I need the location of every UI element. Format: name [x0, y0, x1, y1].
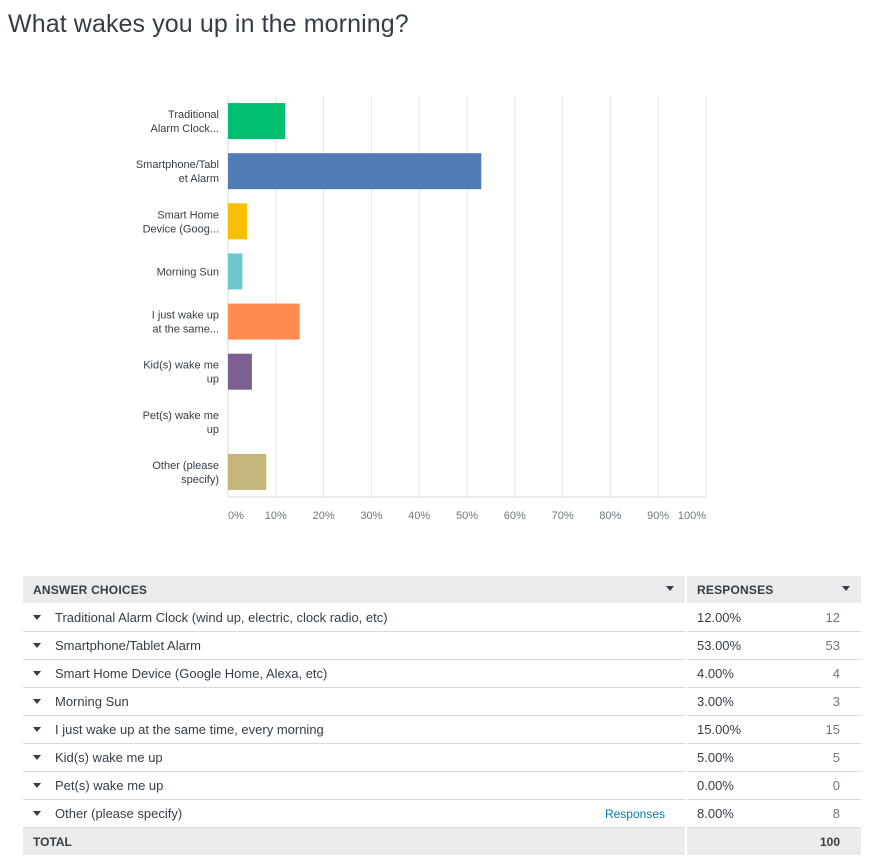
x-tick-label: 40%	[408, 510, 430, 522]
category-label: Traditional	[168, 109, 219, 121]
category-label: et Alarm	[179, 173, 219, 185]
bar[interactable]	[228, 253, 243, 290]
expand-caret-icon[interactable]	[33, 671, 41, 677]
responses-header-label: RESPONSES	[697, 582, 774, 597]
x-tick-label: 20%	[313, 510, 335, 522]
x-tick-label: 10%	[265, 510, 287, 522]
answer-choice-label: Kid(s) wake me up	[55, 750, 163, 765]
response-count: 15	[787, 715, 861, 744]
bar[interactable]	[228, 203, 248, 240]
table-row: Other (please specify) Responses 8.00% 8	[23, 799, 861, 828]
answer-choice-label: Pet(s) wake me up	[55, 778, 164, 793]
category-label: up	[207, 374, 219, 386]
response-percent: 3.00%	[685, 687, 787, 716]
expand-caret-icon[interactable]	[33, 783, 41, 789]
expand-caret-icon[interactable]	[33, 727, 41, 733]
category-label: Pet(s) wake me	[143, 410, 219, 422]
bar[interactable]	[228, 303, 300, 340]
response-bar-chart: 0% 10% 20% 30% 40% 50% 60% 70% 80% 90% 100% Traditi…	[136, 96, 707, 522]
x-tick-label: 100%	[678, 510, 706, 522]
question-title: What wakes you up in the morning?	[8, 10, 409, 38]
response-count: 3	[787, 687, 861, 716]
bar[interactable]	[228, 103, 286, 140]
answer-choice-cell: Smart Home Device (Google Home, Alexa, e…	[23, 659, 686, 688]
category-label: Morning Sun	[157, 266, 219, 278]
answer-choices-header-label: ANSWER CHOICES	[33, 582, 148, 597]
sort-caret-icon[interactable]	[842, 585, 850, 591]
total-row: TOTAL 100	[23, 827, 861, 855]
answer-choice-cell: Kid(s) wake me up	[23, 743, 686, 772]
response-percent: 12.00%	[685, 603, 787, 632]
results-table-body: Traditional Alarm Clock (wind up, electr…	[23, 603, 861, 828]
response-count: 53	[787, 631, 861, 660]
category-label: Alarm Clock...	[151, 123, 219, 135]
x-tick-label: 0%	[228, 510, 244, 522]
response-percent: 8.00%	[685, 799, 787, 828]
responses-header[interactable]: RESPONSES	[686, 576, 861, 604]
category-label: Other (please	[152, 460, 219, 472]
answer-choice-cell: Morning Sun	[23, 687, 686, 716]
responses-link[interactable]: Responses	[604, 806, 665, 821]
category-label: at the same...	[152, 324, 219, 336]
answer-choice-label: Smartphone/Tablet Alarm	[55, 638, 201, 653]
category-label: specify)	[181, 474, 219, 486]
response-percent: 4.00%	[685, 659, 787, 688]
x-tick-label: 50%	[456, 510, 478, 522]
category-label: up	[207, 424, 219, 436]
x-tick-label: 60%	[504, 510, 526, 522]
answer-choice-label: I just wake up at the same time, every m…	[55, 722, 324, 737]
category-label: Smartphone/Tabl	[136, 159, 219, 171]
answer-choices-header[interactable]: ANSWER CHOICES	[23, 576, 687, 604]
table-header-row: ANSWER CHOICES RESPONSES	[23, 576, 861, 604]
response-count: 5	[787, 743, 861, 772]
category-label: Kid(s) wake me	[143, 360, 219, 372]
table-row: Morning Sun 3.00% 3	[23, 687, 861, 716]
table-row: I just wake up at the same time, every m…	[23, 715, 861, 744]
sort-caret-icon[interactable]	[666, 585, 674, 591]
answer-choice-label: Other (please specify)	[55, 806, 183, 821]
answer-choice-label: Morning Sun	[55, 694, 129, 709]
category-label: I just wake up	[152, 310, 219, 322]
answer-choice-label: Smart Home Device (Google Home, Alexa, e…	[55, 666, 328, 681]
results-table: ANSWER CHOICES RESPONSES Traditional Ala…	[23, 576, 861, 855]
table-row: Smartphone/Tablet Alarm 53.00% 53	[23, 631, 861, 660]
response-count: 8	[787, 799, 861, 828]
x-tick-label: 80%	[599, 510, 621, 522]
total-count: 100	[787, 827, 861, 855]
answer-choice-cell: Other (please specify) Responses	[23, 799, 686, 828]
x-tick-label: 90%	[647, 510, 669, 522]
response-percent: 15.00%	[685, 715, 787, 744]
table-row: Kid(s) wake me up 5.00% 5	[23, 743, 861, 772]
answer-choice-cell: Smartphone/Tablet Alarm	[23, 631, 686, 660]
response-percent: 0.00%	[685, 771, 787, 800]
table-row: Pet(s) wake me up 0.00% 0	[23, 771, 861, 800]
answer-choice-cell: Pet(s) wake me up	[23, 771, 686, 800]
table-row: Traditional Alarm Clock (wind up, electr…	[23, 603, 861, 632]
total-percent	[685, 827, 787, 855]
expand-caret-icon[interactable]	[33, 755, 41, 761]
table-row: Smart Home Device (Google Home, Alexa, e…	[23, 659, 861, 688]
expand-caret-icon[interactable]	[33, 615, 41, 621]
bar[interactable]	[228, 153, 482, 190]
response-percent: 5.00%	[685, 743, 787, 772]
category-label: Device (Goog...	[143, 223, 219, 235]
expand-caret-icon[interactable]	[33, 643, 41, 649]
category-label: Smart Home	[157, 209, 219, 221]
response-count: 12	[787, 603, 861, 632]
bar[interactable]	[228, 353, 252, 390]
response-count: 4	[787, 659, 861, 688]
expand-caret-icon[interactable]	[33, 811, 41, 817]
response-percent: 53.00%	[685, 631, 787, 660]
answer-choice-cell: I just wake up at the same time, every m…	[23, 715, 686, 744]
x-tick-label: 70%	[552, 510, 574, 522]
answer-choice-cell: Traditional Alarm Clock (wind up, electr…	[23, 603, 686, 632]
response-count: 0	[787, 771, 861, 800]
expand-caret-icon[interactable]	[33, 699, 41, 705]
x-tick-label: 30%	[360, 510, 382, 522]
bar[interactable]	[228, 453, 267, 490]
total-label: TOTAL	[23, 827, 686, 855]
answer-choice-label: Traditional Alarm Clock (wind up, electr…	[55, 610, 388, 625]
